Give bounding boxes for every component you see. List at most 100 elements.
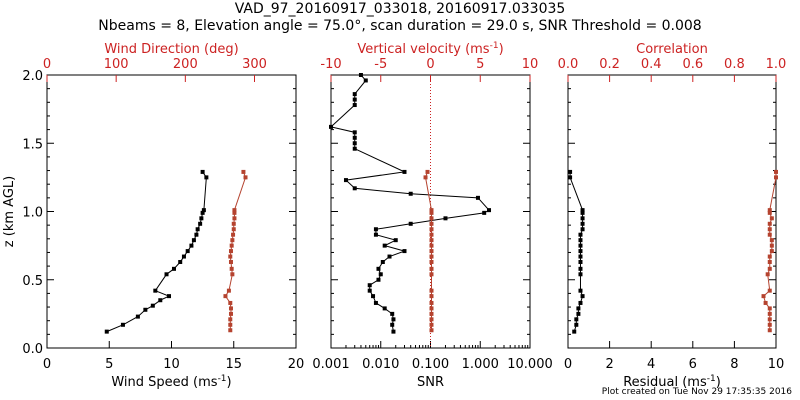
data-point <box>382 243 387 248</box>
data-point <box>429 317 434 322</box>
data-point <box>185 249 190 254</box>
data-point <box>378 272 383 277</box>
data-point <box>391 329 396 334</box>
data-point <box>199 216 204 221</box>
data-point <box>393 238 398 243</box>
top-tick-label: 300 <box>242 57 267 72</box>
data-point <box>425 169 430 174</box>
data-point <box>443 216 448 221</box>
chart-panel-3: 0 2 4 6 8 10 Residual (ms-1) 0.0 0.2 0.4 0.6 0.8 1.0… <box>558 42 787 390</box>
data-point <box>578 238 583 243</box>
data-point <box>371 294 376 299</box>
bottom-tick-label: 15 <box>225 357 242 372</box>
top-tick-label: 0.8 <box>724 57 745 72</box>
data-point <box>376 277 381 282</box>
data-point <box>767 232 772 237</box>
bottom-tick-label: 20 <box>288 357 305 372</box>
title-line-2: Nbeams = 8, Elevation angle = 75.0°, sca… <box>98 18 702 34</box>
data-point <box>241 169 246 174</box>
data-point <box>429 208 434 213</box>
data-point <box>429 221 434 226</box>
data-point <box>578 249 583 254</box>
data-point <box>158 298 163 303</box>
data-point <box>769 216 774 221</box>
data-point <box>767 317 772 322</box>
top-tick-label: 5 <box>476 57 484 72</box>
data-point <box>228 311 233 316</box>
data-point <box>580 227 585 232</box>
data-point <box>228 249 233 254</box>
data-point <box>767 322 772 327</box>
figure-title: VAD_97_20160917_033018, 20160917.033035 … <box>0 1 800 35</box>
data-point <box>429 216 434 221</box>
data-point <box>352 146 357 151</box>
data-point <box>153 288 158 293</box>
bottom-tick-label: 5 <box>105 357 113 372</box>
data-point <box>181 254 186 259</box>
data-point <box>363 78 368 83</box>
chart-panel-1: 0.0 0.5 1.0 1.5 2.0 z (km AGL) 0 5 10 15 20 Wind Sp… <box>2 42 304 390</box>
top-axis-label: Correlation <box>636 42 708 57</box>
data-point <box>568 169 573 174</box>
data-point <box>572 329 577 334</box>
bottom-tick-label: 1.000 <box>462 357 499 372</box>
data-point <box>352 103 357 108</box>
data-point <box>429 260 434 265</box>
data-point <box>391 317 396 322</box>
data-point <box>408 221 413 226</box>
bottom-tick-label: 0.010 <box>362 357 399 372</box>
data-point <box>767 210 772 215</box>
top-tick-label: 0.0 <box>558 57 579 72</box>
data-point <box>487 208 492 213</box>
data-point <box>429 210 434 215</box>
data-point <box>373 227 378 232</box>
data-point <box>232 216 237 221</box>
data-point <box>423 175 428 180</box>
data-point <box>373 232 378 237</box>
data-point <box>226 288 231 293</box>
data-point <box>402 169 407 174</box>
data-point <box>429 266 434 271</box>
data-point <box>408 191 413 196</box>
data-point <box>429 238 434 243</box>
data-point <box>402 249 407 254</box>
top-tick-label: 0.6 <box>682 57 703 72</box>
data-point <box>767 288 772 293</box>
data-point <box>228 306 233 311</box>
top-tick-label: 100 <box>104 57 129 72</box>
bottom-tick-label: 10 <box>163 357 180 372</box>
data-point <box>143 307 148 312</box>
top-tick-label: -5 <box>374 57 387 72</box>
top-axis-label: Vertical velocity (ms-1) <box>357 41 503 57</box>
bottom-tick-label: 4 <box>647 357 655 372</box>
data-point <box>164 272 169 277</box>
data-point <box>429 272 434 277</box>
data-point <box>390 311 395 316</box>
data-point <box>178 260 183 265</box>
data-point <box>767 266 772 271</box>
data-point <box>429 232 434 237</box>
data-point <box>167 294 172 299</box>
top-tick-label: 0 <box>43 57 51 72</box>
bottom-tick-label: 10 <box>768 357 785 372</box>
y-tick-label: 0.5 <box>22 274 43 289</box>
data-point <box>231 221 236 226</box>
bottom-tick-label: 0.001 <box>312 357 349 372</box>
data-point <box>767 254 772 259</box>
data-point <box>228 260 233 265</box>
data-point <box>482 210 487 215</box>
y-tick-label: 1.5 <box>22 137 43 152</box>
data-point <box>229 243 234 248</box>
bottom-axis-label: Wind Speed (ms-1) <box>111 374 231 390</box>
data-point <box>229 266 234 271</box>
data-point <box>429 227 434 232</box>
data-point <box>228 328 233 333</box>
data-point <box>195 227 200 232</box>
footer-note: Plot created on Tue Nov 29 17:35:35 2016 <box>601 387 792 397</box>
data-point <box>769 238 774 243</box>
data-point <box>774 175 778 180</box>
data-point <box>578 288 583 293</box>
series-line-2 <box>224 171 247 331</box>
top-tick-label: 0.4 <box>641 57 662 72</box>
